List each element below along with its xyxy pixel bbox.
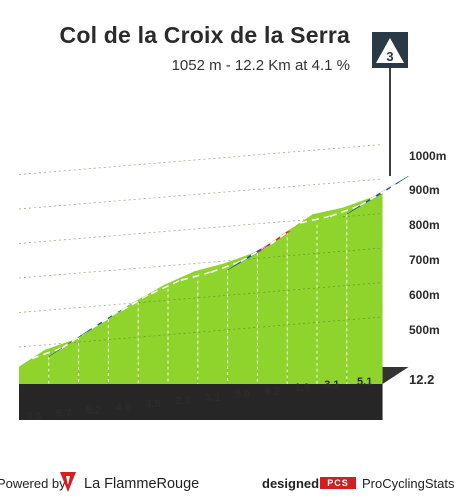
category-badge: 3 [372,32,408,177]
y-tick-label: 600m [409,288,440,302]
page-title: Col de la Croix de la Serra [59,22,350,48]
profile-fill-segment [257,231,288,384]
powered-by-text: Powered by [0,476,66,491]
road-center-line [359,183,396,207]
gradient-label: 2.3 [175,395,190,407]
y-tick-label: 700m [409,253,440,267]
profile-fill [19,193,383,384]
gradient-labels: 3.0 5.7 5.2 4.9 3.9 2.3 3.1 5.0 6.2 1.9 3.1 5.1 [26,376,372,423]
profile-fill-segment [78,319,109,384]
profile-fill-segment [48,336,79,384]
grid-line [18,316,383,348]
gradient-label: 1.9 [294,382,309,394]
road-center-line [300,215,331,224]
gradient-label: 5.0 [235,389,250,401]
distance-end-label: 12.2 [409,372,434,387]
gradient-label: 3.0 [26,411,41,423]
profile-top-band [18,175,409,368]
profile-fill-segment [168,280,198,384]
gradient-label: 3.9 [145,398,160,410]
gradient-label: 5.7 [56,408,71,420]
km-marker-label: 8 [254,424,261,439]
y-tick-label: 500m [409,323,440,337]
grid-line [18,178,383,210]
road-center-line [150,279,182,295]
km-marker-label: 11 [340,422,354,437]
procyclingstats-brand: ProCyclingStats [362,476,455,491]
y-tick-label: 800m [409,218,440,232]
km-marker-label: 6 [194,425,201,440]
km-marker-label: 1 [45,427,52,442]
km-marker-label: 9 [284,423,291,438]
km-marker-label: 4 [135,426,143,441]
climb-summary: 1052 m - 12.2 Km at 4.1 % [171,57,350,74]
grid-line [18,247,383,279]
gradient-label: 5.1 [357,376,372,388]
y-tick-label: 900m [409,183,440,197]
grid-line [18,144,383,175]
grid-lines [18,144,383,384]
km-marker-labels: 1 2 3 4 5 6 7 8 9 10 11 [45,422,353,442]
profile-fill-segment [19,356,49,384]
profile-fill-segment [346,193,383,384]
gradient-label: 3.1 [324,379,339,391]
profile-fill-segment [108,302,139,384]
road-center-line [180,271,212,281]
flamme-rouge-logo-icon [60,472,76,492]
profile-fill-segment [287,224,317,384]
elevation-profile-chart: 500m 600m 700m 800m 900m 1000m 12.2 3.0 5.7 5.2 4… [18,32,447,442]
gradient-label: 4.9 [116,401,131,413]
road-center-line [210,260,241,274]
gradient-label: 6.2 [265,385,280,397]
road-center-line [31,347,63,360]
profile-fill-segment [227,252,258,384]
km-marker-label: 5 [164,425,171,440]
mountain-icon [376,38,404,63]
flamme-rouge-brand: La FlammeRouge [84,476,200,492]
grid-line [18,213,383,244]
y-axis-labels: 500m 600m 700m 800m 900m 1000m 12.2 [409,149,446,387]
base-front [19,384,383,420]
footer: Powered by La FlammeRouge designed for P… [0,470,465,499]
y-tick-label: 1000m [409,149,446,163]
gradient-label: 5.2 [86,405,101,417]
road-center-line [121,292,152,312]
km-marker-label: 3 [105,426,112,441]
profile-fill-segment [317,214,347,384]
profile-fill-segment [138,288,168,384]
pcs-logo-badge: PCS [320,477,356,489]
km-marker-label: 2 [75,427,82,442]
category-number: 3 [386,49,393,64]
profile-fill-segment [197,270,228,384]
gradient-label: 3.1 [205,392,220,404]
km-marker-label: 7 [224,424,231,439]
road-center-line [329,204,361,218]
grid-line [18,282,383,313]
km-marker-label: 10 [310,423,324,438]
